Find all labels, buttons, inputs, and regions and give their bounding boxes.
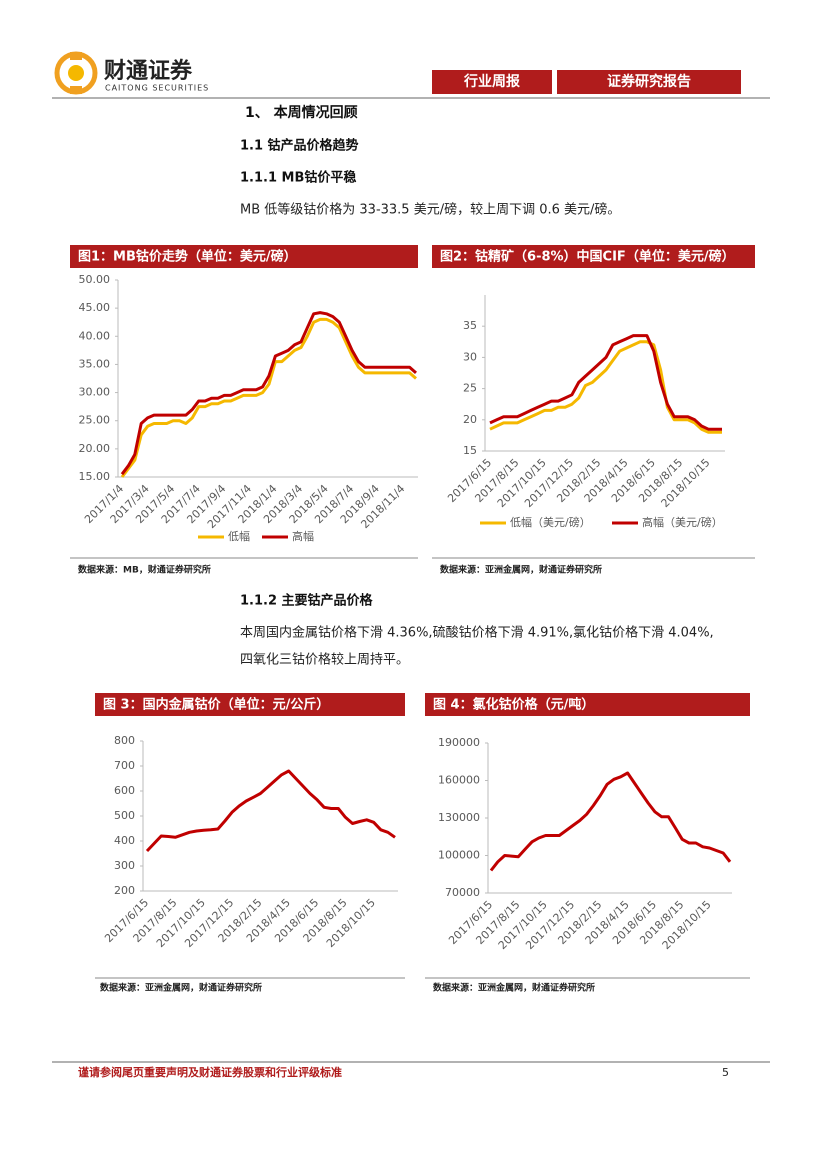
page-number: 5: [722, 1066, 729, 1079]
tag-bg: [432, 70, 552, 94]
tag-bg: [557, 70, 741, 94]
y-tick-label: 700: [114, 759, 135, 772]
heading: 1.1.1 MB钴价平稳: [240, 170, 356, 186]
y-tick-label: 25: [463, 382, 477, 395]
figure-title-bar: [432, 245, 755, 268]
y-tick-label: 40.00: [79, 329, 111, 342]
figure-source: 数据来源：亚洲金属网，财通证券研究所: [440, 564, 602, 576]
y-tick-label: 20.00: [79, 442, 111, 455]
paragraph: 本周国内金属钴价格下滑 4.36%,硫酸钴价格下滑 4.91%,氯化钴价格下滑 …: [240, 625, 714, 641]
y-tick-label: 800: [114, 734, 135, 747]
figure-source: 数据来源：亚洲金属网，财通证券研究所: [100, 982, 262, 994]
y-tick-label: 45.00: [79, 301, 111, 314]
figure-title-bar: [70, 245, 418, 268]
line-series: [489, 340, 722, 434]
figure-title: 图 3：国内金属钴价（单位：元/公斤）: [103, 697, 329, 713]
legend-label: 高幅: [292, 529, 314, 543]
y-tick-label: 35: [463, 319, 477, 332]
figure-title-bar: [425, 693, 750, 716]
line-series: [489, 771, 732, 872]
y-tick-label: 500: [114, 809, 135, 822]
y-tick-label: 30.00: [79, 386, 111, 399]
y-tick-label: 100000: [438, 849, 480, 862]
figure-title: 图2：钴精矿（6-8%）中国CIF（单位：美元/磅）: [440, 249, 735, 265]
brand: 财通证券: [104, 58, 193, 84]
y-tick-label: 200: [114, 884, 135, 897]
y-tick-label: 15.00: [79, 470, 111, 483]
y-tick-label: 130000: [438, 811, 480, 824]
figure-source: 数据来源：MB，财通证券研究所: [78, 564, 211, 576]
brand-en: CAITONG SECURITIES: [105, 84, 209, 93]
heading: 1.1 钴产品价格趋势: [240, 138, 359, 154]
y-tick-label: 600: [114, 784, 135, 797]
heading: 1.1.2 主要钴产品价格: [240, 593, 374, 609]
footer-disclaimer: 谨请参阅尾页重要声明及财通证券股票和行业评级标准: [78, 1065, 342, 1079]
figure-source: 数据来源：亚洲金属网，财通证券研究所: [433, 982, 595, 994]
y-tick-label: 35.00: [79, 357, 111, 370]
paragraph: MB 低等级钴价格为 33-33.5 美元/磅，较上周下调 0.6 美元/磅。: [240, 202, 620, 218]
y-tick-label: 50.00: [79, 273, 111, 286]
y-tick-label: 300: [114, 859, 135, 872]
y-tick-label: 190000: [438, 736, 480, 749]
tag: 行业周报: [463, 73, 520, 90]
y-tick-label: 70000: [445, 886, 480, 899]
line-series: [489, 334, 722, 431]
figure-title: 图1：MB钴价走势（单位：美元/磅）: [78, 249, 297, 265]
paragraph: 四氧化三钴价格较上周持平。: [240, 652, 409, 668]
y-tick-label: 20: [463, 413, 477, 426]
y-tick-label: 400: [114, 834, 135, 847]
tag: 证券研究报告: [607, 73, 691, 90]
figure-title: 图 4：氯化钴价格（元/吨）: [433, 697, 594, 713]
heading: 1、 本周情况回顾: [245, 104, 358, 121]
legend-label: 低幅（美元/磅）: [510, 515, 591, 529]
line-series: [120, 317, 417, 478]
y-tick-label: 15: [463, 444, 477, 457]
logo: [54, 51, 98, 95]
figure-title-bar: [95, 693, 405, 716]
line-series: [145, 769, 396, 853]
y-tick-label: 160000: [438, 774, 480, 787]
line-series: [120, 311, 417, 476]
legend-label: 高幅（美元/磅）: [642, 515, 723, 529]
y-tick-label: 30: [463, 350, 477, 363]
legend-label: 低幅: [228, 530, 250, 543]
y-tick-label: 25.00: [79, 414, 111, 427]
